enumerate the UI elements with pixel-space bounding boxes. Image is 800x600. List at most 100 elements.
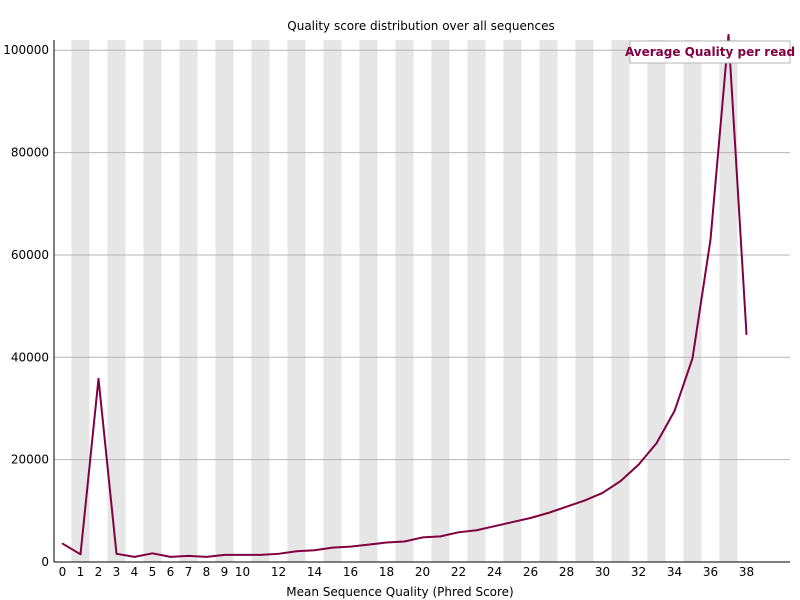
series-group [61,33,748,558]
data-point [511,521,514,523]
x-tick-label: 3 [113,565,121,579]
data-point [277,553,280,555]
data-point [619,480,622,482]
data-point [349,545,352,548]
data-point [583,499,586,502]
data-point [385,541,388,544]
x-tick-label: 20 [415,565,430,579]
band-shade [323,40,342,562]
band-shade [107,40,126,562]
legend: Average Quality per read [625,40,795,64]
data-point [727,34,730,36]
data-point [151,552,154,555]
data-point [169,556,172,558]
data-point [133,556,136,558]
data-point [313,549,316,552]
x-tick-label: 12 [271,565,286,579]
data-point [421,536,424,539]
band-shade [251,40,270,562]
x-tick-label: 10 [235,565,250,579]
x-tick-label: 28 [559,565,574,579]
band-shade [287,40,306,562]
x-tick-label: 8 [203,565,211,579]
band-shade [719,40,738,562]
legend-box [629,40,791,64]
y-tick-label: 40000 [11,350,49,364]
x-tick-label: 4 [131,565,139,579]
x-tick-label: 1 [77,565,85,579]
band-group [71,40,738,562]
y-tick-label: 100000 [3,43,49,57]
data-point [97,377,100,380]
data-point [655,442,658,445]
data-point [529,517,532,519]
band-shade [71,40,90,562]
x-tick-label: 5 [149,565,157,579]
x-tick-label: 7 [185,565,193,579]
band-shade [143,40,162,562]
data-point [673,410,676,412]
x-tick-label: 14 [307,565,322,579]
band-shade [611,40,630,562]
data-point [403,540,406,543]
data-point [601,492,604,494]
x-tick-label: 0 [59,565,67,579]
legend-label: Average Quality per read [625,45,795,59]
x-tick-label: 30 [595,565,610,579]
y-tick-label: 20000 [11,453,49,467]
x-tick-label: 24 [487,565,502,579]
data-point [115,553,118,555]
band-shade [647,40,666,562]
data-point [565,505,568,508]
band-shade [503,40,522,562]
x-axis-label: Mean Sequence Quality (Phred Score) [286,585,514,599]
band-shade [539,40,558,562]
y-tick-label: 80000 [11,146,49,160]
y-tick-label: 0 [41,555,49,569]
data-point [475,529,478,532]
grid-group [54,49,790,461]
data-point [331,546,334,549]
band-shade [575,40,594,562]
data-point [691,357,694,360]
data-point [259,554,262,556]
data-point [439,535,442,538]
data-point [61,542,64,545]
data-point [457,531,460,534]
band-shade [431,40,450,562]
axes-group [53,40,790,563]
x-tick-label: 34 [667,565,682,579]
data-point [205,556,208,558]
x-tick-label: 6 [167,565,175,579]
band-shade [215,40,234,562]
x-tick-label: 18 [379,565,394,579]
data-point [79,553,82,556]
data-point [493,525,496,527]
band-shade [467,40,486,562]
band-shade [683,40,702,562]
data-point [709,238,712,241]
x-tick-label: 9 [221,565,229,579]
data-point [367,543,370,546]
x-tick-label: 32 [631,565,646,579]
chart-title: Quality score distribution over all sequ… [287,19,554,33]
band-shade [179,40,198,562]
data-point [547,512,550,514]
data-point [637,463,640,466]
data-point [223,554,226,556]
data-point [187,555,190,557]
data-point [241,554,244,556]
x-tick-label: 22 [451,565,466,579]
data-point [745,333,748,336]
x-tick-label: 16 [343,565,358,579]
y-tick-label: 60000 [11,248,49,262]
band-shade [395,40,414,562]
band-shade [359,40,378,562]
data-point [295,550,298,553]
x-tick-label: 2 [95,565,103,579]
x-tick-label: 26 [523,565,538,579]
x-tick-label: 38 [739,565,754,579]
